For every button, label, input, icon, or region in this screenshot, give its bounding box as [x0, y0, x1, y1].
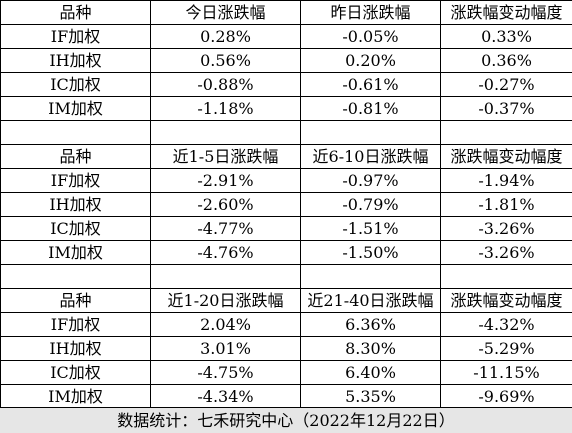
section-header-row: 品种 近1-5日涨跌幅 近6-10日涨跌幅 涨跌幅变动幅度: [0, 144, 572, 169]
section-spacer-row: [0, 120, 572, 145]
value-cell: -0.61%: [300, 72, 441, 97]
value-cell: -1.51%: [300, 216, 441, 241]
header-cell: 品种: [0, 288, 151, 313]
value-cell: -2.60%: [150, 192, 301, 217]
value-cell: 3.01%: [150, 336, 301, 361]
value-cell: 0.56%: [150, 48, 301, 73]
spacer-cell: [150, 264, 301, 289]
contract-name-cell: IF加权: [0, 312, 151, 337]
header-cell: 品种: [0, 144, 151, 169]
table-row: IC加权 -4.75% 6.40% -11.15%: [0, 360, 572, 385]
table-row: IC加权 -4.77% -1.51% -3.26%: [0, 216, 572, 241]
contract-name-cell: IF加权: [0, 168, 151, 193]
table-row: IF加权 0.28% -0.05% 0.33%: [0, 24, 572, 49]
spacer-cell: [0, 264, 151, 289]
value-cell: -0.37%: [440, 96, 572, 121]
value-cell: -4.75%: [150, 360, 301, 385]
contract-name-cell: IM加权: [0, 96, 151, 121]
value-cell: -4.32%: [440, 312, 572, 337]
contract-name-cell: IH加权: [0, 336, 151, 361]
contract-name-cell: IC加权: [0, 72, 151, 97]
spacer-cell: [150, 120, 301, 145]
header-cell: 昨日涨跌幅: [300, 0, 441, 25]
value-cell: -1.50%: [300, 240, 441, 265]
table-row: IH加权 3.01% 8.30% -5.29%: [0, 336, 572, 361]
returns-table: 品种 今日涨跌幅 昨日涨跌幅 涨跌幅变动幅度 IF加权 0.28% -0.05% 0.33% I…: [0, 0, 572, 409]
header-cell: 近1-20日涨跌幅: [150, 288, 301, 313]
table-row: IM加权 -1.18% -0.81% -0.37%: [0, 96, 572, 121]
header-cell: 近21-40日涨跌幅: [300, 288, 441, 313]
value-cell: -9.69%: [440, 384, 572, 409]
table-row: IM加权 -4.76% -1.50% -3.26%: [0, 240, 572, 265]
spacer-cell: [300, 264, 441, 289]
spacer-cell: [300, 120, 441, 145]
value-cell: 6.40%: [300, 360, 441, 385]
value-cell: -3.26%: [440, 216, 572, 241]
value-cell: -5.29%: [440, 336, 572, 361]
table-row: IH加权 -2.60% -0.79% -1.81%: [0, 192, 572, 217]
value-cell: -3.26%: [440, 240, 572, 265]
value-cell: -0.88%: [150, 72, 301, 97]
value-cell: -0.97%: [300, 168, 441, 193]
contract-name-cell: IH加权: [0, 192, 151, 217]
value-cell: 8.30%: [300, 336, 441, 361]
header-cell: 近1-5日涨跌幅: [150, 144, 301, 169]
value-cell: -0.81%: [300, 96, 441, 121]
value-cell: -1.94%: [440, 168, 572, 193]
value-cell: 0.20%: [300, 48, 441, 73]
contract-name-cell: IF加权: [0, 24, 151, 49]
value-cell: 5.35%: [300, 384, 441, 409]
value-cell: -0.79%: [300, 192, 441, 217]
value-cell: 0.33%: [440, 24, 572, 49]
table-row: IM加权 -4.34% 5.35% -9.69%: [0, 384, 572, 409]
header-cell: 近6-10日涨跌幅: [300, 144, 441, 169]
contract-name-cell: IC加权: [0, 360, 151, 385]
value-cell: -1.18%: [150, 96, 301, 121]
spacer-cell: [440, 120, 572, 145]
contract-name-cell: IC加权: [0, 216, 151, 241]
value-cell: -1.81%: [440, 192, 572, 217]
value-cell: -0.27%: [440, 72, 572, 97]
value-cell: 0.36%: [440, 48, 572, 73]
value-cell: -4.76%: [150, 240, 301, 265]
value-cell: -2.91%: [150, 168, 301, 193]
section-header-row: 品种 近1-20日涨跌幅 近21-40日涨跌幅 涨跌幅变动幅度: [0, 288, 572, 313]
table-row: IF加权 -2.91% -0.97% -1.94%: [0, 168, 572, 193]
table-row: IH加权 0.56% 0.20% 0.36%: [0, 48, 572, 73]
header-cell: 今日涨跌幅: [150, 0, 301, 25]
spacer-cell: [440, 264, 572, 289]
table-row: IF加权 2.04% 6.36% -4.32%: [0, 312, 572, 337]
spacer-cell: [0, 120, 151, 145]
header-cell: 涨跌幅变动幅度: [440, 0, 572, 25]
table-row: IC加权 -0.88% -0.61% -0.27%: [0, 72, 572, 97]
header-cell: 涨跌幅变动幅度: [440, 288, 572, 313]
value-cell: -4.34%: [150, 384, 301, 409]
section-header-row: 品种 今日涨跌幅 昨日涨跌幅 涨跌幅变动幅度: [0, 0, 572, 25]
value-cell: 6.36%: [300, 312, 441, 337]
contract-name-cell: IM加权: [0, 240, 151, 265]
source-footer: 数据统计：七禾研究中心（2022年12月22日）: [0, 407, 572, 433]
value-cell: -4.77%: [150, 216, 301, 241]
contract-name-cell: IH加权: [0, 48, 151, 73]
value-cell: 2.04%: [150, 312, 301, 337]
header-cell: 涨跌幅变动幅度: [440, 144, 572, 169]
value-cell: 0.28%: [150, 24, 301, 49]
value-cell: -0.05%: [300, 24, 441, 49]
contract-name-cell: IM加权: [0, 384, 151, 409]
value-cell: -11.15%: [440, 360, 572, 385]
header-cell: 品种: [0, 0, 151, 25]
returns-table-body: 品种 今日涨跌幅 昨日涨跌幅 涨跌幅变动幅度 IF加权 0.28% -0.05% 0.33% I…: [0, 0, 572, 409]
section-spacer-row: [0, 264, 572, 289]
